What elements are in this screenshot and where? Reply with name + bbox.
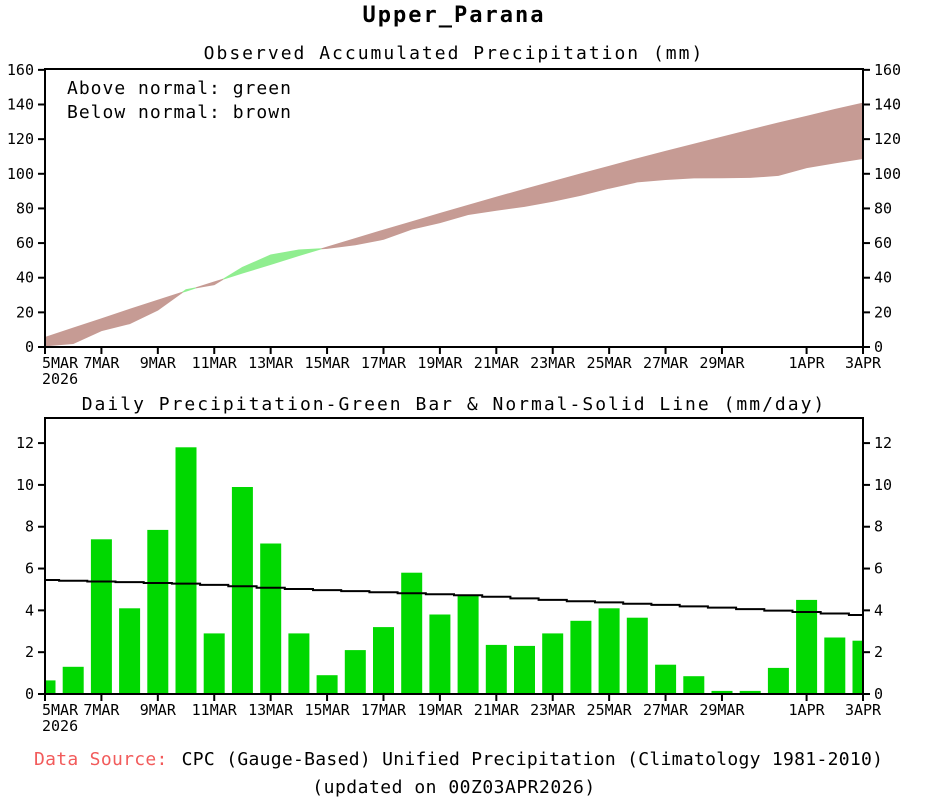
svg-text:12: 12 (874, 434, 892, 452)
svg-text:100: 100 (7, 165, 34, 183)
legend-above-normal: Above normal: green (67, 78, 292, 99)
svg-text:5MAR: 5MAR (42, 701, 79, 719)
updated-line: (updated on 00Z03APR2026) (312, 777, 596, 798)
svg-text:40: 40 (874, 269, 892, 287)
svg-text:3APR: 3APR (845, 354, 882, 372)
svg-text:20: 20 (16, 303, 34, 321)
svg-text:15MAR: 15MAR (304, 701, 350, 719)
svg-text:6: 6 (874, 560, 883, 578)
svg-text:6: 6 (25, 560, 34, 578)
legend-below-normal: Below normal: brown (67, 102, 292, 123)
svg-text:11MAR: 11MAR (192, 354, 238, 372)
svg-text:160: 160 (874, 61, 901, 79)
svg-text:23MAR: 23MAR (530, 701, 576, 719)
svg-text:27MAR: 27MAR (643, 354, 689, 372)
svg-text:100: 100 (874, 165, 901, 183)
svg-text:60: 60 (874, 234, 892, 252)
svg-text:0: 0 (874, 338, 883, 356)
svg-text:19MAR: 19MAR (417, 701, 463, 719)
svg-text:13MAR: 13MAR (248, 354, 294, 372)
svg-text:0: 0 (25, 685, 34, 703)
svg-text:120: 120 (874, 130, 901, 148)
svg-text:4: 4 (25, 601, 34, 619)
data-source-line: Data Source: CPC (Gauge-Based) Unified Pr… (34, 749, 883, 770)
top-chart-legend: Above normal: green Below normal: brown (67, 77, 292, 125)
top-chart-plot: 0 0 20 20 40 40 60 60 80 80 100 100 120 120 140 140 160 1… (7, 61, 901, 388)
svg-text:9MAR: 9MAR (140, 354, 177, 372)
svg-text:27MAR: 27MAR (643, 701, 689, 719)
data-source-label: Data Source: (34, 749, 168, 770)
svg-text:25MAR: 25MAR (587, 701, 633, 719)
svg-text:80: 80 (874, 199, 892, 217)
svg-text:0: 0 (25, 338, 34, 356)
svg-text:21MAR: 21MAR (474, 354, 520, 372)
svg-text:8: 8 (874, 518, 883, 536)
svg-text:2: 2 (25, 643, 34, 661)
svg-text:29MAR: 29MAR (699, 701, 745, 719)
bottom-chart-title: Daily Precipitation-Green Bar & Normal-S… (81, 394, 827, 415)
svg-text:12: 12 (16, 434, 34, 452)
svg-text:160: 160 (7, 61, 34, 79)
svg-text:23MAR: 23MAR (530, 354, 576, 372)
svg-text:7MAR: 7MAR (83, 701, 120, 719)
svg-text:11MAR: 11MAR (192, 701, 238, 719)
svg-text:25MAR: 25MAR (587, 354, 633, 372)
svg-text:2: 2 (874, 643, 883, 661)
svg-text:8: 8 (25, 518, 34, 536)
svg-text:60: 60 (16, 234, 34, 252)
svg-text:13MAR: 13MAR (248, 701, 294, 719)
svg-text:9MAR: 9MAR (140, 701, 177, 719)
svg-text:7MAR: 7MAR (83, 354, 120, 372)
svg-text:3APR: 3APR (845, 701, 882, 719)
svg-text:140: 140 (7, 96, 34, 114)
svg-text:17MAR: 17MAR (361, 701, 407, 719)
top-chart-title: Observed Accumulated Precipitation (mm) (203, 43, 705, 64)
svg-text:40: 40 (16, 269, 34, 287)
svg-text:20: 20 (874, 303, 892, 321)
svg-text:2026: 2026 (42, 717, 78, 735)
svg-text:1APR: 1APR (789, 701, 826, 719)
svg-text:0: 0 (874, 685, 883, 703)
svg-text:10: 10 (16, 476, 34, 494)
svg-text:21MAR: 21MAR (474, 701, 520, 719)
svg-text:2026: 2026 (42, 370, 78, 388)
svg-text:17MAR: 17MAR (361, 354, 407, 372)
svg-text:10: 10 (874, 476, 892, 494)
svg-text:120: 120 (7, 130, 34, 148)
svg-text:15MAR: 15MAR (304, 354, 350, 372)
svg-text:5MAR: 5MAR (42, 354, 79, 372)
svg-text:80: 80 (16, 199, 34, 217)
svg-text:4: 4 (874, 601, 883, 619)
svg-text:29MAR: 29MAR (699, 354, 745, 372)
svg-text:140: 140 (874, 96, 901, 114)
svg-text:19MAR: 19MAR (417, 354, 463, 372)
page-title: Upper_Parana (362, 3, 546, 28)
svg-text:1APR: 1APR (789, 354, 826, 372)
data-source-text: CPC (Gauge-Based) Unified Precipitation … (181, 749, 884, 770)
